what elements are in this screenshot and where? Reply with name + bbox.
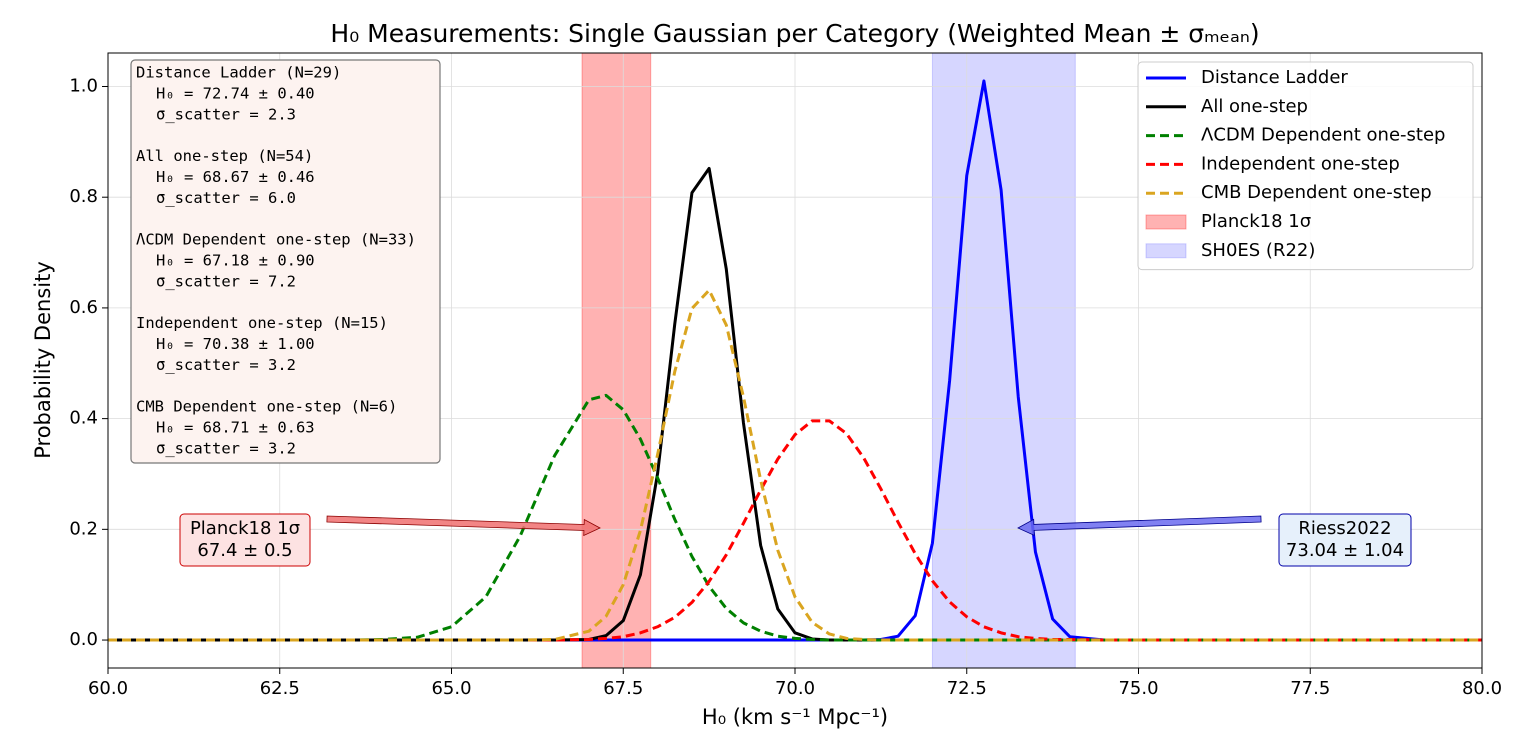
- y-axis-label: Probability Density: [31, 261, 55, 459]
- plot-frame: [107, 52, 1483, 669]
- x-tick-label: 65.0: [431, 678, 471, 699]
- legend-box: [1137, 61, 1474, 271]
- legend-swatch: [1145, 243, 1187, 259]
- x-tick-label: 80.0: [1462, 678, 1502, 699]
- x-tick-label: 60.0: [88, 678, 128, 699]
- legend-label: ΛCDM Dependent one-step: [1201, 125, 1445, 146]
- y-tick-label: 0.6: [69, 297, 98, 318]
- stats-line: H₀ = 67.18 ± 0.90: [156, 252, 315, 270]
- legend-swatch: [1145, 214, 1187, 230]
- stats-line: H₀ = 68.67 ± 0.46: [156, 168, 315, 186]
- legend-label: Independent one-step: [1201, 153, 1400, 174]
- series-line: [108, 393, 1482, 642]
- stats-line: σ_scatter = 6.0: [156, 189, 296, 207]
- stats-line: H₀ = 68.71 ± 0.63: [156, 419, 315, 437]
- legend: Distance Ladder All one-step ΛCDM Dependen…: [1137, 61, 1474, 271]
- x-tick-label: 62.5: [260, 678, 300, 699]
- legend-label: SH0ES (R22): [1201, 240, 1315, 261]
- stats-title: ΛCDM Dependent one-step (N=33): [136, 231, 416, 249]
- legend-label: Distance Ladder: [1201, 67, 1348, 88]
- annotation-text: Riess2022: [1298, 518, 1391, 539]
- stats-box: Distance Ladder (N=29) H₀ = 72.74 ± 0.40 σ…: [130, 59, 441, 464]
- stats-line: σ_scatter = 2.3: [156, 106, 296, 124]
- x-tick-label: 70.0: [775, 678, 815, 699]
- annotation-box: [1278, 513, 1412, 567]
- annotation-text: 67.4 ± 0.5: [197, 540, 292, 561]
- stats-title: Independent one-step (N=15): [136, 314, 388, 332]
- y-tick-label: 0.4: [69, 408, 98, 429]
- annotation-text: Planck18 1σ: [190, 518, 300, 539]
- stats-box-bg: [130, 59, 441, 464]
- band: [581, 52, 652, 669]
- stats-line: σ_scatter = 7.2: [156, 273, 296, 291]
- stats-title: All one-step (N=54): [136, 147, 313, 165]
- stats-title: Distance Ladder (N=29): [136, 64, 341, 82]
- x-tick-label: 75.0: [1118, 678, 1158, 699]
- legend-label: CMB Dependent one-step: [1201, 182, 1432, 203]
- annotation-box: [179, 513, 311, 567]
- stats-line: σ_scatter = 3.2: [156, 440, 296, 458]
- y-tick-label: 0.0: [69, 629, 98, 650]
- x-tick-label: 67.5: [603, 678, 643, 699]
- legend-label: Planck18 1σ: [1201, 211, 1311, 232]
- stats-line: H₀ = 70.38 ± 1.00: [156, 335, 315, 353]
- stats-line: σ_scatter = 3.2: [156, 356, 296, 374]
- x-axis-label: H₀ (km s⁻¹ Mpc⁻¹): [702, 705, 888, 729]
- y-tick-label: 1.0: [69, 75, 98, 96]
- stats-line: H₀ = 72.74 ± 0.40: [156, 85, 315, 103]
- legend-label: All one-step: [1201, 96, 1308, 117]
- stats-title: CMB Dependent one-step (N=6): [136, 398, 397, 416]
- x-tick-label: 72.5: [947, 678, 987, 699]
- annotation-arrow: [326, 515, 601, 537]
- x-tick-label: 77.5: [1290, 678, 1330, 699]
- y-tick-label: 0.8: [69, 186, 98, 207]
- chart-title: H₀ Measurements: Single Gaussian per Cat…: [330, 19, 1259, 48]
- series-line: [108, 288, 1482, 642]
- y-tick-label: 0.2: [69, 518, 98, 539]
- annotation-text: 73.04 ± 1.04: [1286, 540, 1404, 561]
- annotation-arrow: [1017, 515, 1262, 537]
- band: [931, 52, 1076, 669]
